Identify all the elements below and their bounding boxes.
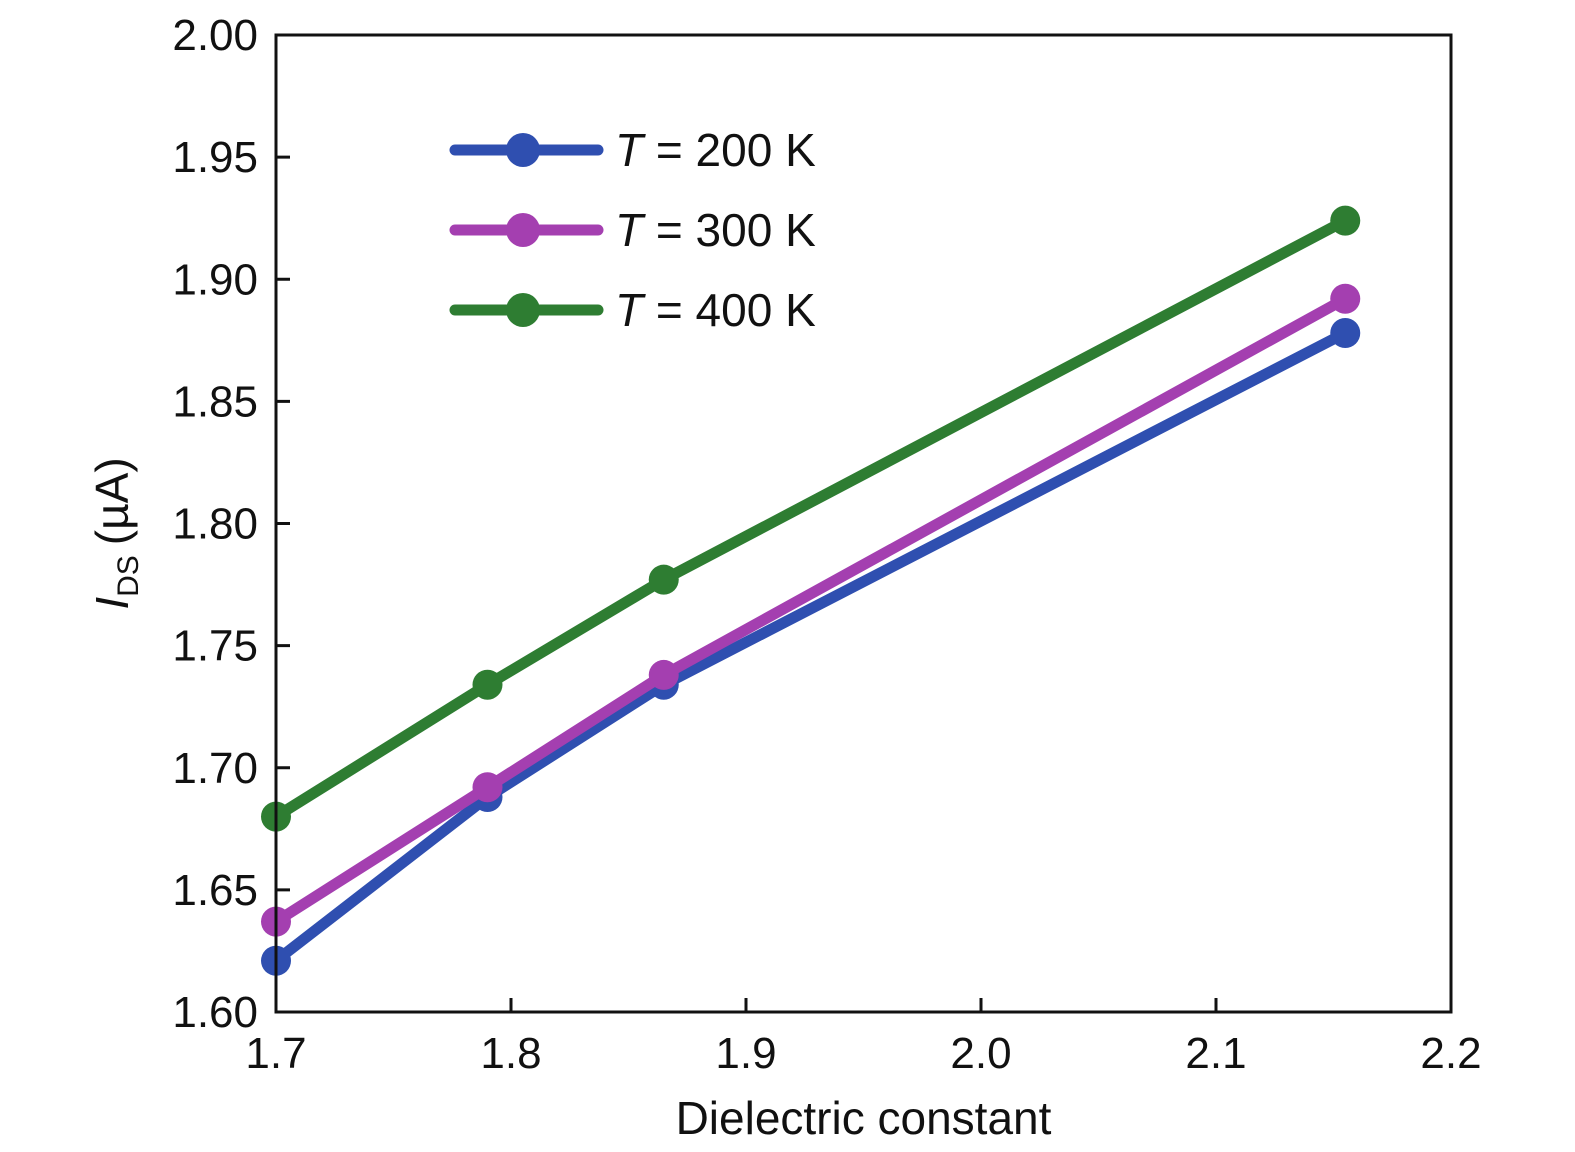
y-axis-label: IDS (µA) bbox=[86, 457, 145, 609]
series-2 bbox=[261, 283, 1361, 937]
y-tick-label: 1.80 bbox=[172, 500, 258, 549]
y-tick-label: 1.65 bbox=[172, 866, 258, 915]
legend-label: T = 400 K bbox=[615, 284, 816, 336]
series-line bbox=[270, 215, 1351, 823]
y-tick-label: 1.95 bbox=[172, 133, 258, 182]
legend-label: T = 200 K bbox=[615, 124, 816, 176]
plot-frame bbox=[274, 33, 1453, 1014]
legend: T = 200 K T = 300 K T = 400 K bbox=[449, 124, 816, 336]
y-tick-label: 2.00 bbox=[172, 11, 258, 60]
data-point bbox=[472, 772, 503, 803]
data-point bbox=[472, 669, 503, 700]
legend-label: T = 300 K bbox=[615, 204, 816, 256]
legend-marker bbox=[506, 213, 540, 247]
x-tick-label: 1.9 bbox=[715, 1029, 776, 1078]
data-point bbox=[1330, 283, 1361, 314]
data-point bbox=[648, 659, 679, 690]
legend-marker bbox=[506, 133, 540, 167]
x-tick-label: 1.7 bbox=[245, 1029, 306, 1078]
y-tick-label: 1.70 bbox=[172, 744, 258, 793]
series-1 bbox=[261, 317, 1361, 976]
data-point bbox=[648, 564, 679, 595]
y-tick-label: 1.60 bbox=[172, 988, 258, 1037]
legend-entry-3: T = 400 K bbox=[449, 284, 816, 336]
x-tick-label: 2.2 bbox=[1420, 1029, 1481, 1078]
x-tick-label: 2.0 bbox=[950, 1029, 1011, 1078]
x-tick-label: 2.1 bbox=[1185, 1029, 1246, 1078]
axis-ticks: 1.7 1.8 1.9 2.0 2.1 2.2 1.60 1.65 1.70 1.75 1.80 1.… bbox=[172, 11, 1481, 1078]
legend-entry-2: T = 300 K bbox=[449, 204, 816, 256]
y-axis-unit: (µA) bbox=[86, 457, 138, 545]
series-line bbox=[270, 293, 1351, 928]
data-point bbox=[1330, 205, 1361, 236]
series-3 bbox=[261, 205, 1361, 832]
y-axis-subscript: DS bbox=[112, 555, 145, 597]
x-axis-label: Dielectric constant bbox=[676, 1092, 1052, 1144]
legend-marker bbox=[506, 293, 540, 327]
series-lines bbox=[261, 205, 1361, 976]
y-axis-symbol: I bbox=[86, 597, 138, 610]
y-tick-label: 1.90 bbox=[172, 255, 258, 304]
series-line bbox=[270, 327, 1351, 967]
x-tick-label: 1.8 bbox=[480, 1029, 541, 1078]
legend-entry-1: T = 200 K bbox=[449, 124, 816, 176]
y-tick-label: 1.85 bbox=[172, 377, 258, 426]
y-tick-label: 1.75 bbox=[172, 622, 258, 671]
data-point bbox=[1330, 317, 1361, 348]
